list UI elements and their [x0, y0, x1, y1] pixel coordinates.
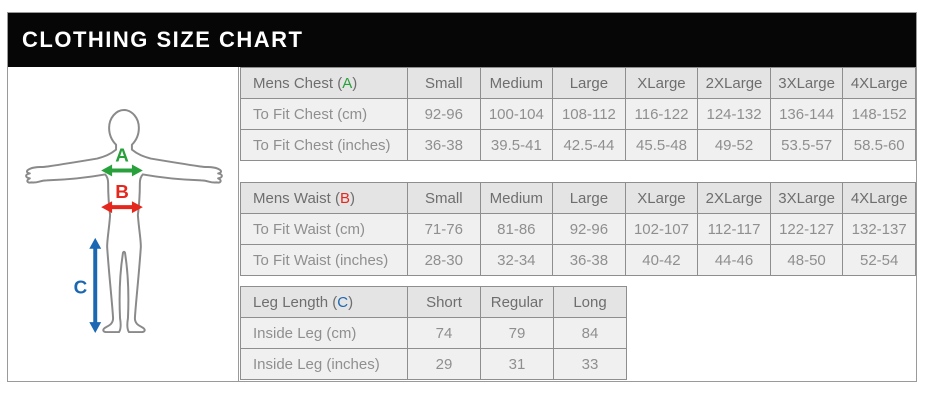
- row-label-cell: Inside Leg (inches): [240, 348, 408, 380]
- marker-letter: A: [342, 74, 353, 92]
- value-cell: 44-46: [697, 244, 771, 276]
- mens-waist-table: Mens Waist (B) Small Medium Large XLarge 2XLa…: [240, 182, 916, 276]
- value-cell: 81-86: [479, 213, 554, 245]
- size-column-header: Short: [407, 286, 481, 318]
- size-column-header: 4XLarge: [842, 182, 916, 214]
- size-column-header: 3XLarge: [769, 182, 844, 214]
- value-cell: 33: [553, 348, 627, 380]
- value-cell: 148-152: [842, 98, 916, 130]
- size-chart-frame: CLOTHING SIZE CHART A B: [7, 12, 917, 382]
- table-row: Inside Leg (cm) 74 79 84: [240, 317, 627, 349]
- leg-length-table: Leg Length (C) Short Regular Long Inside Leg…: [240, 286, 627, 380]
- value-cell: 28-30: [407, 244, 481, 276]
- chest-marker-label: A: [115, 145, 129, 166]
- row-label-cell: To Fit Waist (cm): [240, 213, 408, 245]
- value-cell: 124-132: [697, 98, 771, 130]
- marker-letter: C: [337, 293, 349, 311]
- value-cell: 49-52: [697, 129, 771, 161]
- table-title-cell: Mens Chest (A): [240, 67, 408, 99]
- value-cell: 102-107: [624, 213, 699, 245]
- value-cell: 48-50: [769, 244, 844, 276]
- row-label-cell: Inside Leg (cm): [240, 317, 408, 349]
- value-cell: 74: [407, 317, 481, 349]
- table-header-row: Mens Chest (A) Small Medium Large XLarge 2XLa…: [240, 67, 916, 99]
- value-cell: 92-96: [552, 213, 626, 245]
- page-title: CLOTHING SIZE CHART: [8, 13, 916, 67]
- value-cell: 84: [553, 317, 627, 349]
- value-cell: 100-104: [479, 98, 554, 130]
- table-row: To Fit Waist (inches) 28-30 32-34 36-38 40-4…: [240, 244, 916, 276]
- chart-content: A B C: [8, 67, 916, 381]
- table-header-row: Leg Length (C) Short Regular Long: [240, 286, 627, 318]
- value-cell: 39.5-41: [479, 129, 554, 161]
- mens-chest-table: Mens Chest (A) Small Medium Large XLarge 2XLa…: [240, 67, 916, 161]
- value-cell: 108-112: [552, 98, 626, 130]
- waist-arrow: B: [101, 181, 143, 214]
- body-figure: A B C: [25, 109, 223, 334]
- table-title-cell: Leg Length (C): [240, 286, 408, 318]
- value-cell: 31: [480, 348, 554, 380]
- table-row: To Fit Chest (inches) 36-38 39.5-41 42.5-44…: [240, 129, 916, 161]
- value-cell: 112-117: [697, 213, 771, 245]
- value-cell: 45.5-48: [624, 129, 699, 161]
- size-column-header: Medium: [479, 67, 554, 99]
- value-cell: 92-96: [407, 98, 481, 130]
- size-column-header: Long: [553, 286, 627, 318]
- size-column-header: Regular: [480, 286, 554, 318]
- value-cell: 29: [407, 348, 481, 380]
- size-column-header: 2XLarge: [697, 67, 771, 99]
- body-figure-panel: A B C: [8, 67, 239, 381]
- size-column-header: 2XLarge: [697, 182, 771, 214]
- value-cell: 132-137: [842, 213, 916, 245]
- value-cell: 79: [480, 317, 554, 349]
- value-cell: 36-38: [552, 244, 626, 276]
- size-column-header: Small: [407, 182, 481, 214]
- value-cell: 122-127: [769, 213, 844, 245]
- value-cell: 116-122: [624, 98, 699, 130]
- size-column-header: XLarge: [624, 67, 699, 99]
- leg-marker-label: C: [74, 276, 88, 297]
- size-column-header: 3XLarge: [769, 67, 844, 99]
- table-row: To Fit Chest (cm) 92-96 100-104 108-112 116-…: [240, 98, 916, 130]
- value-cell: 52-54: [842, 244, 916, 276]
- value-cell: 40-42: [624, 244, 699, 276]
- size-column-header: Medium: [479, 182, 554, 214]
- value-cell: 58.5-60: [842, 129, 916, 161]
- size-column-header: Small: [407, 67, 481, 99]
- size-column-header: 4XLarge: [842, 67, 916, 99]
- body-outline: [25, 109, 223, 334]
- row-label-cell: To Fit Chest (inches): [240, 129, 408, 161]
- table-row: Inside Leg (inches) 29 31 33: [240, 348, 627, 380]
- table-header-row: Mens Waist (B) Small Medium Large XLarge 2XLa…: [240, 182, 916, 214]
- size-column-header: XLarge: [624, 182, 699, 214]
- value-cell: 136-144: [769, 98, 844, 130]
- value-cell: 32-34: [479, 244, 554, 276]
- value-cell: 71-76: [407, 213, 481, 245]
- waist-marker-label: B: [115, 181, 129, 202]
- value-cell: 42.5-44: [552, 129, 626, 161]
- chest-arrow: A: [101, 145, 143, 177]
- value-cell: 53.5-57: [769, 129, 844, 161]
- leg-arrow: C: [74, 237, 102, 334]
- size-tables: Mens Chest (A) Small Medium Large XLarge 2XLa…: [240, 67, 916, 381]
- table-title-cell: Mens Waist (B): [240, 182, 408, 214]
- table-row: To Fit Waist (cm) 71-76 81-86 92-96 102-107 1…: [240, 213, 916, 245]
- marker-letter: B: [339, 189, 350, 207]
- value-cell: 36-38: [407, 129, 481, 161]
- size-column-header: Large: [552, 67, 626, 99]
- row-label-cell: To Fit Waist (inches): [240, 244, 408, 276]
- size-column-header: Large: [552, 182, 626, 214]
- row-label-cell: To Fit Chest (cm): [240, 98, 408, 130]
